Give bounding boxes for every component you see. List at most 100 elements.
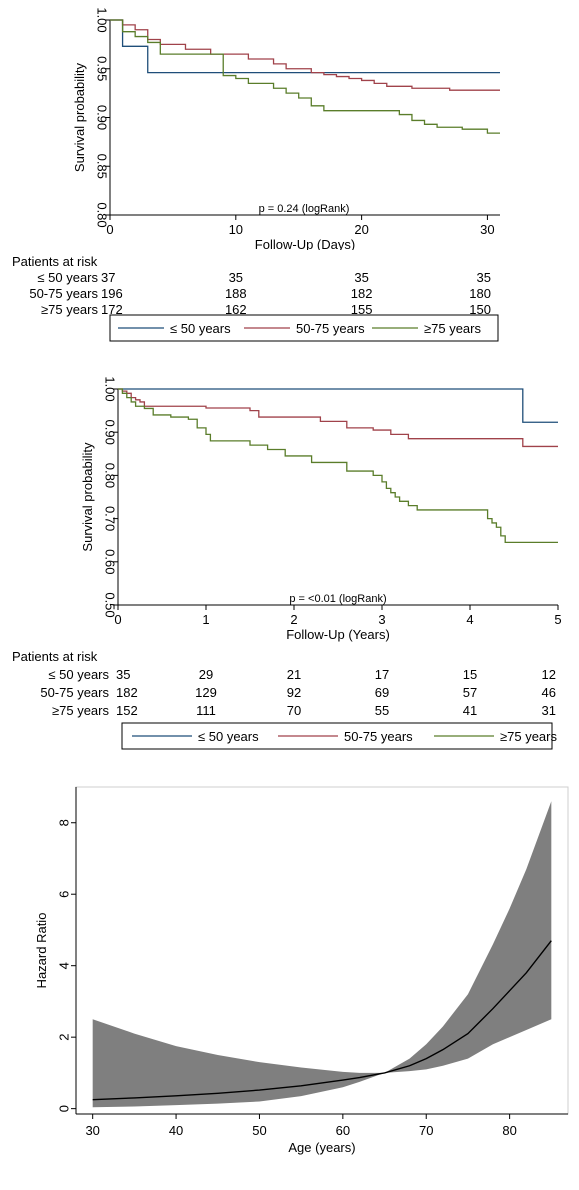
- hazard-ratio-chart: 0 2 4 6 8 30 40 50 60 70 80 Age (years) Hazard Ratio: [0, 770, 579, 1185]
- x-tick-label: 3: [378, 612, 385, 627]
- x-tick-label: 60: [336, 1123, 350, 1138]
- y-axis-title: Hazard Ratio: [34, 913, 49, 989]
- y-tick-label: 0.50: [103, 592, 118, 617]
- x-tick-label: 5: [554, 612, 561, 627]
- at-risk-count: 172: [101, 302, 123, 317]
- at-risk-heading: Patients at risk: [12, 254, 98, 269]
- x-axis-title: Follow-Up (Days): [255, 237, 355, 250]
- at-risk-count: 129: [195, 685, 217, 700]
- km-plot-days: 0.80 0.85 0.90 0.95 1.00 0 10 20 30 Follow-Up (Da…: [72, 7, 500, 252]
- y-tick-label: 0.90: [103, 420, 118, 445]
- survival-curve-ge75: [118, 388, 558, 544]
- x-tick-label: 10: [229, 222, 243, 237]
- survival-curve-50-75: [118, 388, 558, 448]
- y-tick-label: 0.70: [103, 506, 118, 531]
- at-risk-count: 182: [350, 286, 373, 301]
- confidence-band: [92, 801, 552, 1108]
- y-tick-label: 1.00: [95, 7, 110, 32]
- at-risk-count: 155: [350, 302, 373, 317]
- at-risk-row-label: ≤ 50 years: [48, 667, 109, 682]
- survival-curve-le50: [110, 19, 500, 74]
- at-risk-count: 182: [116, 685, 138, 700]
- at-risk-count: 15: [462, 667, 478, 682]
- legend-label: ≥75 years: [424, 321, 481, 336]
- survival-curve-le50: [118, 388, 558, 423]
- at-risk-row-label: ≤ 50 years: [37, 270, 98, 285]
- legend-label: ≤ 50 years: [170, 321, 231, 336]
- at-risk-row-label: 50-75 years: [40, 685, 109, 700]
- at-risk-count: 35: [476, 270, 491, 285]
- survival-curve-50-75: [110, 19, 500, 91]
- x-tick-label: 0: [106, 222, 113, 237]
- at-risk-count: 31: [541, 703, 556, 718]
- y-tick-label: 0.80: [95, 202, 110, 227]
- at-risk-row-label: ≥75 years: [41, 302, 98, 317]
- y-tick-label: 0.60: [103, 549, 118, 574]
- km-chart-days: 0.80 0.85 0.90 0.95 1.00 0 10 20 30 Follow-Up (Da…: [0, 0, 579, 345]
- x-tick-label: 20: [354, 222, 368, 237]
- at-risk-count: 57: [462, 685, 478, 700]
- legend-box: [109, 314, 499, 342]
- at-risk-count: 150: [469, 302, 491, 317]
- legend-days: ≤ 50 years 50-75 years ≥75 years: [109, 314, 499, 342]
- at-risk-count: 35: [228, 270, 244, 285]
- at-risk-count: 70: [286, 703, 302, 718]
- at-risk-count: 37: [101, 270, 116, 285]
- y-tick-label: 4: [56, 962, 71, 969]
- at-risk-count: 17: [374, 667, 390, 682]
- at-risk-count: 92: [286, 685, 302, 700]
- at-risk-count: 12: [541, 667, 556, 682]
- at-risk-count: 152: [116, 703, 138, 718]
- at-risk-row-label: 50-75 years: [29, 286, 98, 301]
- hazard-ratio-plot: 0 2 4 6 8 30 40 50 60 70 80 Age (years) Hazard Ratio: [34, 786, 569, 1155]
- p-value-annotation: p = 0.24 (logRank): [259, 203, 350, 215]
- at-risk-count: 29: [198, 667, 214, 682]
- y-axis-title: Survival probability: [80, 442, 95, 552]
- y-tick-label: 0.85: [95, 154, 110, 179]
- x-tick-label: 70: [419, 1123, 433, 1138]
- at-risk-count: 35: [354, 270, 369, 285]
- km-chart-years: 0.50 0.60 0.70 0.80 0.90 1.00 0 1 2 3 4 5 Follow-Up …: [0, 375, 579, 755]
- x-tick-label: 50: [252, 1123, 266, 1138]
- at-risk-count: 162: [224, 302, 247, 317]
- legend-label: 50-75 years: [296, 321, 365, 336]
- at-risk-heading: Patients at risk: [12, 649, 98, 664]
- x-tick-label: 80: [502, 1123, 516, 1138]
- at-risk-count: 188: [224, 286, 247, 301]
- at-risk-count: 35: [116, 667, 131, 682]
- survival-curve-ge75: [110, 19, 500, 134]
- x-tick-label: 30: [85, 1123, 99, 1138]
- km-plot-years: 0.50 0.60 0.70 0.80 0.90 1.00 0 1 2 3 4 5 Follow-Up …: [80, 376, 562, 642]
- x-axis-title: Follow-Up (Years): [286, 627, 390, 642]
- y-tick-label: 1.00: [103, 376, 118, 401]
- legend-label: ≤ 50 years: [198, 729, 259, 744]
- legend-years: ≤ 50 years 50-75 years ≥75 years: [121, 722, 557, 750]
- x-tick-label: 30: [480, 222, 494, 237]
- y-tick-label: 6: [56, 891, 71, 898]
- at-risk-count: 21: [286, 667, 302, 682]
- legend-label: 50-75 years: [344, 729, 413, 744]
- x-tick-label: 4: [466, 612, 473, 627]
- y-axis-title: Survival probability: [72, 62, 87, 172]
- x-tick-label: 1: [202, 612, 209, 627]
- x-axis-title: Age (years): [288, 1140, 355, 1155]
- at-risk-count: 196: [101, 286, 123, 301]
- at-risk-count: 46: [541, 685, 556, 700]
- at-risk-count: 69: [374, 685, 390, 700]
- y-tick-label: 0.80: [103, 463, 118, 488]
- p-value-annotation: p = <0.01 (logRank): [289, 593, 386, 605]
- y-tick-label: 0.90: [95, 105, 110, 130]
- y-tick-label: 0: [56, 1105, 71, 1112]
- at-risk-count: 180: [469, 286, 491, 301]
- x-tick-label: 0: [114, 612, 121, 627]
- x-tick-label: 40: [169, 1123, 183, 1138]
- at-risk-count: 55: [374, 703, 390, 718]
- hazard-ratio-curve: [92, 940, 552, 1101]
- at-risk-count: 111: [196, 703, 216, 718]
- x-tick-label: 2: [290, 612, 297, 627]
- y-tick-label: 8: [56, 819, 71, 826]
- at-risk-row-label: ≥75 years: [52, 703, 109, 718]
- y-tick-label: 0.95: [95, 56, 110, 81]
- at-risk-count: 41: [462, 703, 478, 718]
- legend-label: ≥75 years: [500, 729, 557, 744]
